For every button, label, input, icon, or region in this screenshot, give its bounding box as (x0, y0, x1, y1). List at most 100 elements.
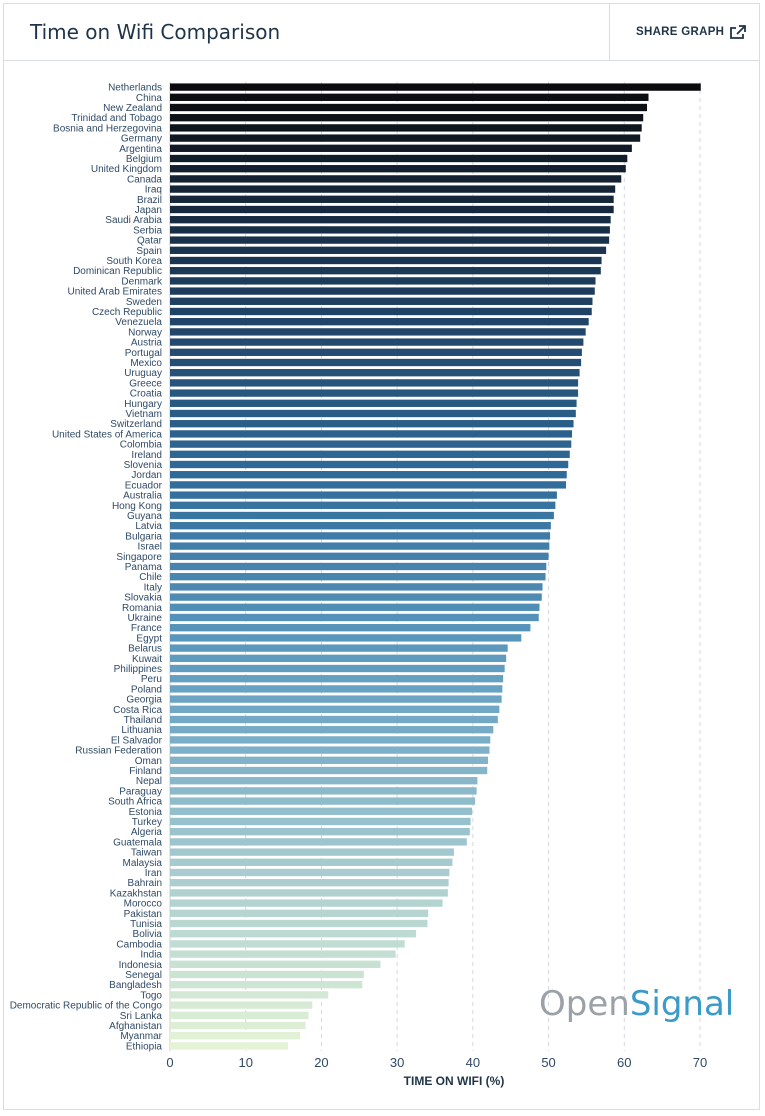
bar[interactable] (170, 267, 601, 275)
bar[interactable] (170, 103, 647, 112)
bar[interactable] (170, 726, 494, 734)
bar[interactable] (170, 634, 522, 642)
bar[interactable] (170, 552, 549, 560)
bar[interactable] (170, 838, 467, 846)
category-label: Netherlands (108, 83, 162, 94)
bar[interactable] (170, 705, 500, 713)
bar[interactable] (170, 787, 477, 795)
bar[interactable] (170, 501, 556, 509)
bar[interactable] (170, 246, 607, 254)
bar[interactable] (170, 491, 557, 499)
bar[interactable] (170, 409, 576, 418)
bar[interactable] (170, 287, 595, 295)
bar[interactable] (170, 328, 586, 336)
bar[interactable] (170, 644, 508, 652)
bar[interactable] (170, 379, 579, 387)
bar[interactable] (170, 675, 504, 683)
bar[interactable] (170, 134, 641, 142)
bar[interactable] (170, 960, 381, 968)
bar[interactable] (170, 613, 539, 622)
bar[interactable] (170, 1021, 306, 1030)
bar[interactable] (170, 297, 593, 305)
bar[interactable] (170, 205, 614, 214)
bar[interactable] (170, 511, 554, 520)
bar[interactable] (170, 175, 622, 183)
bar[interactable] (170, 389, 579, 397)
bar[interactable] (170, 338, 584, 346)
bar[interactable] (170, 879, 449, 887)
bar[interactable] (170, 440, 572, 448)
bar[interactable] (170, 277, 596, 285)
bar[interactable] (170, 124, 642, 132)
bar[interactable] (170, 114, 644, 122)
bar[interactable] (170, 603, 540, 611)
bar[interactable] (170, 756, 488, 764)
category-label: Kazakhstan (110, 888, 162, 899)
bar[interactable] (170, 583, 543, 591)
bar[interactable] (170, 828, 470, 836)
bar[interactable] (170, 420, 574, 428)
bar[interactable] (170, 889, 448, 897)
bar[interactable] (170, 471, 567, 479)
bar[interactable] (170, 970, 364, 979)
bar[interactable] (170, 858, 453, 866)
bar[interactable] (170, 746, 490, 754)
bar[interactable] (170, 185, 616, 193)
bar[interactable] (170, 797, 476, 805)
bar[interactable] (170, 685, 503, 693)
bar[interactable] (170, 1001, 313, 1009)
bar[interactable] (170, 83, 701, 91)
bar[interactable] (170, 664, 505, 673)
bar[interactable] (170, 950, 396, 958)
bar[interactable] (170, 940, 405, 948)
bar[interactable] (170, 654, 507, 662)
bar[interactable] (170, 481, 566, 489)
bar[interactable] (170, 195, 614, 203)
bar[interactable] (170, 991, 329, 999)
bar[interactable] (170, 817, 471, 826)
bar[interactable] (170, 216, 611, 224)
category-label: Democratic Republic of the Congo (10, 1001, 163, 1012)
bar[interactable] (170, 236, 610, 244)
bar[interactable] (170, 909, 429, 917)
bar[interactable] (170, 348, 582, 356)
bar[interactable] (170, 460, 569, 469)
bar[interactable] (170, 430, 573, 438)
bar[interactable] (170, 766, 488, 775)
bar[interactable] (170, 226, 610, 234)
bar[interactable] (170, 736, 491, 744)
bar[interactable] (170, 1042, 289, 1050)
bar[interactable] (170, 144, 632, 152)
bar[interactable] (170, 868, 450, 877)
bar[interactable] (170, 930, 417, 938)
bar[interactable] (170, 165, 626, 173)
bar[interactable] (170, 715, 498, 724)
bar[interactable] (170, 399, 577, 407)
share-graph-button[interactable]: SHARE GRAPH (609, 4, 759, 60)
bar[interactable] (170, 93, 649, 101)
bar[interactable] (170, 307, 592, 316)
bar[interactable] (170, 981, 363, 989)
bar[interactable] (170, 624, 531, 632)
bar[interactable] (170, 593, 542, 601)
bar[interactable] (170, 369, 580, 377)
bar[interactable] (170, 807, 473, 815)
bar[interactable] (170, 695, 502, 703)
bar[interactable] (170, 848, 454, 856)
bar[interactable] (170, 562, 547, 571)
bar[interactable] (170, 318, 589, 326)
bar[interactable] (170, 522, 551, 530)
bar[interactable] (170, 256, 602, 265)
bar[interactable] (170, 542, 550, 550)
bar[interactable] (170, 573, 546, 581)
bar[interactable] (170, 358, 582, 367)
bar[interactable] (170, 919, 428, 928)
bar[interactable] (170, 777, 478, 785)
bar[interactable] (170, 1032, 301, 1040)
bar[interactable] (170, 154, 628, 163)
bar[interactable] (170, 899, 443, 907)
bar[interactable] (170, 532, 551, 540)
bar[interactable] (170, 1011, 309, 1019)
bar[interactable] (170, 450, 570, 458)
x-tick-labels: 0 10 20 30 40 50 60 70 (166, 1055, 707, 1070)
